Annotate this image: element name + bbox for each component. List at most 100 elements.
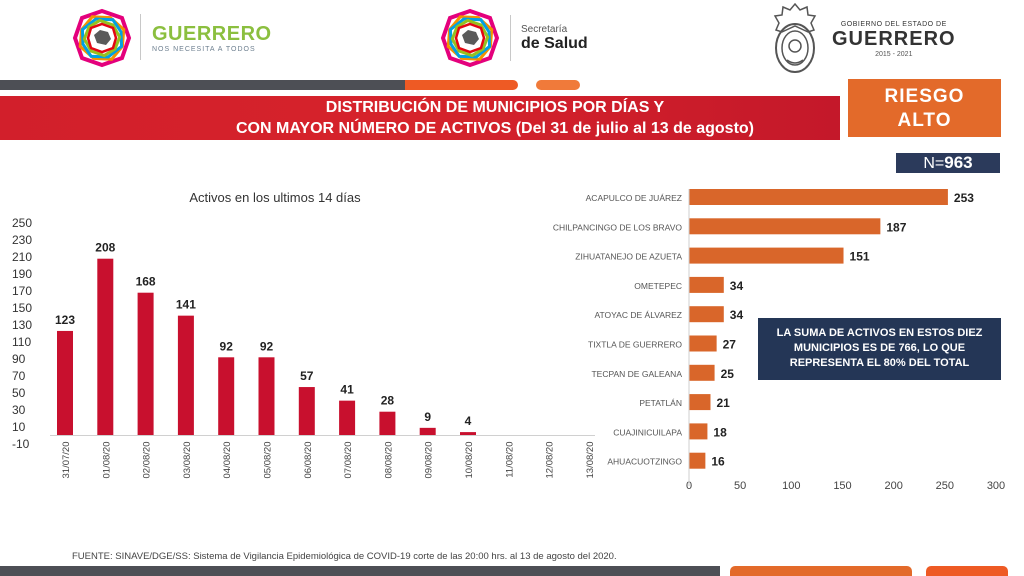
x-tick-label: 05/08/20	[263, 442, 274, 479]
daily-chart-bars	[57, 258, 476, 436]
municipality-label: PETATLÁN	[639, 398, 682, 408]
y-tick-label: 130	[12, 318, 32, 332]
y-tick-label: 50	[12, 386, 26, 400]
total-count-prefix: N=	[923, 155, 945, 172]
municipality-label: OMETEPEC	[634, 281, 682, 291]
source-note: FUENTE: SINAVE/DGE/SS: Sistema de Vigila…	[72, 551, 617, 562]
municipality-bar	[689, 423, 708, 440]
municipality-value-label: 34	[730, 308, 744, 322]
daily-bar-value-label: 9	[424, 410, 431, 424]
municipality-value-label: 18	[713, 425, 727, 439]
state-seal-icon	[773, 2, 817, 73]
daily-bar-value-label: 123	[55, 313, 75, 327]
municipality-chart-value-labels: 253 187 151 34 34 27 25 21 18 16	[711, 191, 974, 469]
guerrero-knot-icon	[72, 8, 132, 68]
footer-stripe-orange-small	[926, 566, 1008, 576]
footer-stripe-gray	[0, 566, 720, 576]
gobierno-logo: GOBIERNO DEL ESTADO DE GUERRERO 2015 - 2…	[770, 2, 956, 76]
daily-bar	[419, 427, 436, 436]
total-count-badge: N=963	[896, 153, 1000, 173]
total-count-value: 963	[944, 153, 973, 172]
municipality-label: ZIHUATANEJO DE AZUETA	[575, 252, 682, 262]
municipality-bar	[689, 364, 715, 381]
guerrero-logo: GUERRERO NOS NECESITA A TODOS	[72, 8, 272, 68]
x-tick-label: 13/08/20	[585, 442, 596, 479]
summary-line2: MUNICIPIOS ES DE 766, LO QUE	[793, 342, 966, 354]
daily-chart-x-axis: 31/07/20 01/08/20 02/08/20 03/08/20 04/08/20…	[61, 442, 596, 479]
summary-line1: LA SUMA DE ACTIVOS EN ESTOS DIEZ	[776, 327, 983, 339]
municipality-chart-x-axis: 050100150200250300	[686, 480, 1005, 492]
daily-bar-value-label: 92	[220, 339, 234, 353]
municipality-label: ATOYAC DE ÁLVAREZ	[594, 310, 682, 320]
banner-line2: CON MAYOR NÚMERO DE ACTIVOS (Del 31 de j…	[235, 120, 754, 137]
municipality-bar	[689, 247, 844, 264]
x-tick-label: 07/08/20	[343, 442, 354, 479]
municipality-label: AHUACUOTZINGO	[607, 457, 682, 467]
daily-bar-value-label: 208	[95, 241, 115, 255]
daily-bar	[218, 357, 235, 436]
salud-knot-icon	[440, 8, 500, 68]
municipality-label: CUAJINICUILAPA	[613, 427, 682, 437]
x-tick-label: 08/08/20	[383, 442, 394, 479]
x-tick-label: 09/08/20	[424, 442, 435, 479]
y-tick-label: -10	[12, 437, 30, 451]
municipality-actives-chart: ACAPULCO DE JUÁREZ CHILPANCINGO DE LOS BR…	[553, 189, 1005, 492]
guerrero-slogan: NOS NECESITA A TODOS	[152, 46, 256, 53]
gobierno-line1: GOBIERNO DEL ESTADO DE	[840, 20, 947, 28]
daily-chart-title: Activos en los ultimos 14 días	[189, 190, 361, 205]
y-tick-label: 110	[12, 335, 31, 349]
salud-line2: de Salud	[521, 34, 588, 52]
municipality-bar	[689, 452, 706, 469]
summary-line3: REPRESENTA EL 80% DEL TOTAL	[789, 357, 970, 369]
x-tick-label: 03/08/20	[182, 442, 193, 479]
municipality-label: CHILPANCINGO DE LOS BRAVO	[553, 222, 682, 232]
y-tick-label: 150	[12, 301, 32, 315]
guerrero-name: GUERRERO	[152, 23, 272, 45]
daily-bar	[258, 357, 275, 436]
municipality-chart-bars	[689, 189, 948, 469]
summary-box: LA SUMA DE ACTIVOS EN ESTOS DIEZ MUNICIP…	[758, 318, 1001, 380]
salud-logo: Secretaría de Salud	[440, 8, 588, 68]
header-stripe-gray	[0, 80, 405, 90]
municipality-value-label: 16	[711, 455, 725, 469]
daily-bar-value-label: 168	[136, 275, 156, 289]
y-tick-label: 70	[12, 369, 26, 383]
y-tick-label: 170	[12, 284, 32, 298]
x-tick-label: 11/08/20	[504, 442, 515, 478]
risk-line1: RIESGO	[884, 86, 965, 107]
municipality-value-label: 34	[730, 279, 744, 293]
x-tick-label: 06/08/20	[303, 442, 314, 479]
daily-bar	[339, 400, 356, 436]
municipality-value-label: 25	[721, 367, 735, 381]
gobierno-line2: GUERRERO	[832, 27, 956, 50]
header-stripe-orange-pill	[536, 80, 580, 90]
daily-bar	[97, 258, 114, 436]
title-banner: DISTRIBUCIÓN DE MUNICIPIOS POR DÍAS Y CO…	[0, 96, 840, 140]
x-tick-label: 04/08/20	[222, 442, 233, 479]
municipality-bar	[689, 276, 724, 293]
daily-bar	[57, 330, 73, 436]
municipality-value-label: 253	[954, 191, 974, 205]
municipality-bar	[689, 394, 711, 411]
x-tick-label: 50	[734, 480, 746, 492]
daily-chart-y-axis: 250 230 210 190 170 150 130 110 90 70 50 30 10 -10	[12, 216, 32, 451]
municipality-label: TIXTLA DE GUERRERO	[588, 340, 682, 350]
daily-bar	[137, 292, 154, 436]
x-tick-label: 300	[987, 480, 1005, 492]
municipality-bar	[689, 218, 881, 235]
municipality-chart-categories: ACAPULCO DE JUÁREZ CHILPANCINGO DE LOS BR…	[553, 193, 682, 467]
daily-bar	[460, 432, 476, 436]
daily-chart-value-labels: 123 208 168 141 92 92 57 41 28 9 4	[55, 241, 472, 428]
y-tick-label: 230	[12, 233, 32, 247]
daily-bar	[177, 315, 194, 436]
y-tick-label: 190	[12, 267, 32, 281]
risk-badge: RIESGO ALTO	[848, 79, 1001, 137]
x-tick-label: 02/08/20	[142, 442, 153, 479]
municipality-value-label: 27	[723, 338, 737, 352]
x-tick-label: 10/08/20	[464, 442, 475, 479]
x-tick-label: 100	[782, 480, 800, 492]
gobierno-line3: 2015 - 2021	[875, 50, 913, 58]
header: GUERRERO NOS NECESITA A TODOS Secretaría…	[0, 0, 1024, 80]
x-tick-label: 12/08/20	[545, 442, 556, 479]
daily-bar-value-label: 4	[465, 414, 472, 428]
